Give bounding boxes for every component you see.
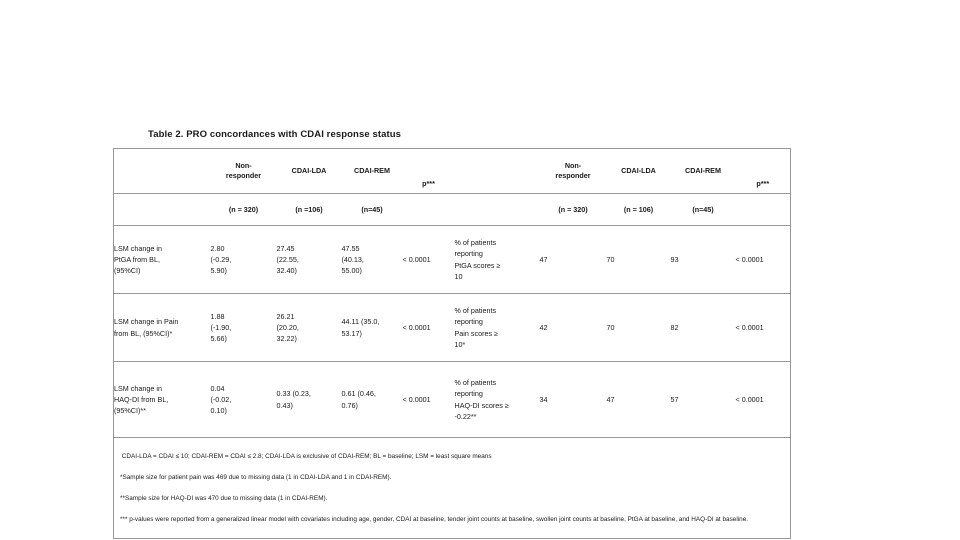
footnotes-row: CDAI-LDA = CDAI ≤ 10; CDAI-REM = CDAI ≤ … bbox=[114, 438, 791, 539]
footnote-sample-size-pain: *Sample size for patient pain was 469 du… bbox=[120, 474, 392, 482]
table-cell: 0.61 (0.46, 0.76) bbox=[341, 389, 376, 410]
table-row-pain: LSM change in Pain from BL, (95%CI)* 1.8… bbox=[113, 294, 791, 362]
table-cell: 1.88 (-1.90, 5.66) bbox=[210, 311, 232, 344]
header-row: Non- responder CDAI-LDA CDAI-REM p*** No… bbox=[113, 149, 791, 194]
n-spacer-right bbox=[455, 194, 540, 226]
row-label-pct-haqdi: % of patients reporting HAQ-DI scores ≥ … bbox=[454, 377, 509, 421]
row-label-pct-pain: % of patients reporting Pain scores ≥ 10… bbox=[454, 305, 499, 349]
p-value-cell: < 0.0001 bbox=[402, 254, 431, 264]
table-cell: 70 bbox=[606, 254, 615, 264]
p-value-cell: < 0.0001 bbox=[735, 254, 764, 264]
table-cell: 93 bbox=[670, 254, 679, 264]
footnotes-cell: CDAI-LDA = CDAI ≤ 10; CDAI-REM = CDAI ≤ … bbox=[114, 438, 791, 539]
footnote-sample-size-haqdi: **Sample size for HAQ-DI was 470 due to … bbox=[120, 495, 328, 503]
table-cell: 82 bbox=[670, 322, 679, 332]
table-cell: 47.55 (40.13, 55.00) bbox=[341, 243, 364, 276]
table-cell: 70 bbox=[606, 322, 615, 332]
sample-size-row: (n = 320) (n =106) (n=45) (n = 320) (n =… bbox=[113, 194, 791, 226]
table-title: Table 2. PRO concordances with CDAI resp… bbox=[148, 129, 402, 140]
table-cell: 34 bbox=[539, 394, 548, 404]
footnote-definitions: CDAI-LDA = CDAI ≤ 10; CDAI-REM = CDAI ≤ … bbox=[120, 453, 492, 461]
n-non-responder-left: (n = 320) bbox=[228, 204, 259, 214]
table-cell: 0.33 (0.23, 0.43) bbox=[276, 389, 311, 410]
pro-concordance-table: Non- responder CDAI-LDA CDAI-REM p*** No… bbox=[113, 148, 791, 539]
row-label-lsm-haqdi: LSM change in HAQ-DI from BL, (95%CI)** bbox=[114, 383, 169, 416]
col-header-cdai-lda-right: CDAI-LDA bbox=[621, 165, 656, 175]
p-value-cell: < 0.0001 bbox=[402, 322, 431, 332]
header-spacer-right bbox=[455, 149, 540, 194]
n-cdai-rem-left: (n=45) bbox=[361, 204, 383, 214]
table-cell: 42 bbox=[539, 322, 548, 332]
row-label-pct-ptga: % of patients reporting PtGA scores ≥ 10 bbox=[454, 237, 501, 281]
col-header-non-responder-left: Non- responder bbox=[225, 160, 262, 181]
row-label-lsm-ptga: LSM change in PtGA from BL, (95%CI) bbox=[114, 243, 162, 276]
p-value-cell: < 0.0001 bbox=[402, 394, 431, 404]
table-cell: 47 bbox=[539, 254, 548, 264]
n-cdai-lda-left: (n =106) bbox=[295, 204, 323, 214]
n-non-responder-right: (n = 320) bbox=[558, 204, 588, 214]
table-row-ptga: LSM change in PtGA from BL, (95%CI) 2.80… bbox=[113, 226, 791, 294]
row-label-lsm-pain: LSM change in Pain from BL, (95%CI)* bbox=[114, 317, 179, 338]
n-p-spacer-right bbox=[736, 194, 791, 226]
col-header-non-responder-right: Non- responder bbox=[555, 160, 591, 181]
footnote-pvalues-model: *** p-values were reported from a genera… bbox=[120, 515, 749, 523]
col-header-cdai-lda-left: CDAI-LDA bbox=[291, 165, 327, 175]
p-value-cell: < 0.0001 bbox=[735, 322, 764, 332]
col-header-cdai-rem-left: CDAI-REM bbox=[354, 165, 390, 175]
n-p-spacer-left bbox=[403, 194, 455, 226]
col-header-cdai-rem-right: CDAI-REM bbox=[685, 165, 721, 175]
col-header-pvalue-left: p*** bbox=[422, 178, 435, 188]
table-cell: 27.45 (22.55, 32.40) bbox=[276, 243, 299, 276]
header-spacer-left bbox=[114, 149, 211, 194]
table-cell: 57 bbox=[670, 394, 679, 404]
table-cell: 44.11 (35.0, 53.17) bbox=[341, 317, 380, 338]
table-row-haqdi: LSM change in HAQ-DI from BL, (95%CI)** … bbox=[113, 362, 791, 438]
n-spacer-left bbox=[114, 194, 211, 226]
p-value-cell: < 0.0001 bbox=[735, 394, 764, 404]
n-cdai-rem-right: (n=45) bbox=[692, 204, 714, 214]
table-cell: 47 bbox=[606, 394, 615, 404]
table-cell: 0.04 (-0.02, 0.10) bbox=[210, 383, 232, 416]
table-cell: 2.80 (-0.29, 5.90) bbox=[210, 243, 232, 276]
table-cell: 26.21 (20.20, 32.22) bbox=[276, 311, 299, 344]
col-header-pvalue-right: p*** bbox=[756, 178, 770, 188]
n-cdai-lda-right: (n = 106) bbox=[623, 204, 654, 214]
